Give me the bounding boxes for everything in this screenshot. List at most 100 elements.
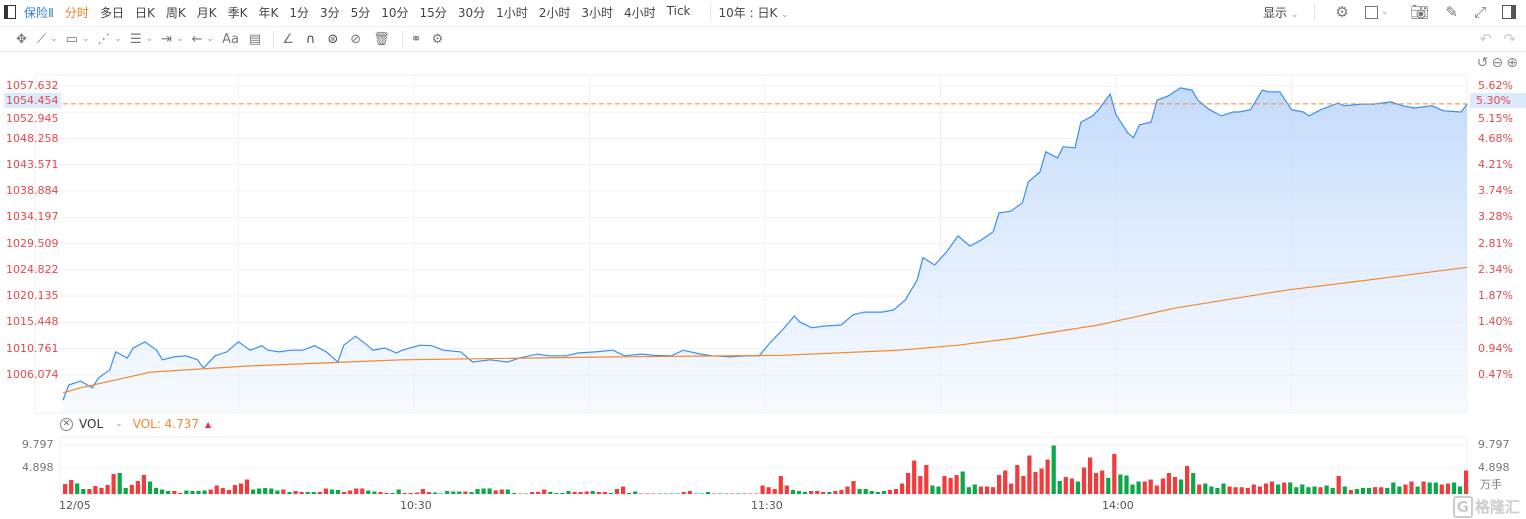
volume-bar <box>1421 481 1426 494</box>
zoom-in-icon[interactable]: ⊕ <box>1506 55 1518 71</box>
volume-bar <box>1057 481 1062 494</box>
angle-icon[interactable]: ∠ <box>282 31 294 47</box>
volume-bar <box>517 493 523 494</box>
volume-bar <box>523 493 529 494</box>
redo-button[interactable]: ↷ <box>1503 30 1516 48</box>
chevron-down-icon[interactable]: ⌄ <box>81 34 90 44</box>
period-tab[interactable]: 2小时 <box>538 5 571 20</box>
volume-bar <box>827 492 832 494</box>
divider <box>273 30 275 48</box>
settings-gear-icon[interactable]: ⚙ <box>431 31 444 47</box>
period-tab[interactable]: 季K <box>227 5 248 20</box>
pct-tick: 0.94% <box>1478 342 1513 355</box>
chevron-down-icon[interactable]: ⌄ <box>145 34 154 44</box>
period-tab[interactable]: 月K <box>196 5 217 20</box>
pattern-icon[interactable]: ⋰ <box>97 31 111 47</box>
chevron-down-icon[interactable]: ⌄ <box>115 419 123 429</box>
volume-bar <box>766 487 771 494</box>
chart-style-icon[interactable]: ⌄ <box>1364 5 1388 19</box>
measure-icon[interactable]: ⇥ <box>161 31 173 47</box>
sidebar-toggle-icon[interactable] <box>4 5 16 19</box>
indicator-name: VOL <box>79 417 104 431</box>
volume-bar <box>936 486 941 494</box>
volume-bar <box>378 492 383 494</box>
chevron-down-icon[interactable]: ⌄ <box>114 34 122 44</box>
pct-tick: 4.68% <box>1478 132 1513 145</box>
trash-icon[interactable]: 🗑︎ <box>373 31 390 47</box>
camera-icon[interactable]: 📷︎ <box>1410 3 1430 21</box>
volume-bar <box>208 489 213 494</box>
fibonacci-icon[interactable]: ☰ <box>129 31 142 47</box>
compare-icon[interactable]: ⚭ <box>410 31 422 47</box>
period-tab[interactable]: 日K <box>134 5 155 20</box>
pct-tick: 1.40% <box>1478 315 1513 328</box>
volume-bar <box>93 486 98 494</box>
zoom-out-icon[interactable]: ⊖ <box>1491 55 1504 71</box>
volume-bar <box>238 483 244 494</box>
volume-bar <box>275 490 280 494</box>
trend-line-icon[interactable]: ⟋ <box>36 31 47 47</box>
period-tab[interactable]: 1小时 <box>496 5 528 20</box>
volume-bar <box>730 493 735 494</box>
volume-bar <box>372 491 377 494</box>
period-tab[interactable]: 1分 <box>289 5 309 20</box>
display-menu[interactable]: 显示 ⌄ <box>1263 4 1306 21</box>
settings-gear-icon[interactable]: ⚙ <box>1335 3 1349 21</box>
range-select[interactable]: 10年 : 日K ⌄ <box>719 4 797 21</box>
drawing-toolbar: ✥ ⟋ ⌄ ▭ ⌄ ⋰ ⌄ ☰ ⌄ ⇥ ⌄ ← ⌄ Aa ▤ ∠ ∩ ⊜ ⊘ 🗑︎ ⚭ ⚙ … <box>0 26 1526 52</box>
volume-bar <box>1464 470 1469 494</box>
volume-bar <box>608 493 613 494</box>
volume-bar <box>614 489 620 494</box>
volume-bar <box>135 481 140 494</box>
period-tab[interactable]: Tick <box>666 3 691 18</box>
price-tick: 1020.135 <box>6 289 59 302</box>
symbol-name[interactable]: 保险Ⅱ <box>24 5 54 20</box>
period-tab[interactable]: 多日 <box>99 5 124 20</box>
hide-drawings-icon[interactable]: ⊘ <box>350 31 362 47</box>
rectangle-icon[interactable]: ▭ <box>65 31 78 47</box>
close-indicator-icon[interactable]: ✕ <box>60 417 73 431</box>
volume-bar <box>1130 484 1135 494</box>
pct-tick: 5.62% <box>1478 79 1513 92</box>
price-line <box>62 87 1468 401</box>
period-tab[interactable]: 周K <box>165 5 186 20</box>
period-tab[interactable]: 4小时 <box>624 5 656 20</box>
chevron-down-icon[interactable]: ⌄ <box>50 34 58 44</box>
volume-bar <box>293 491 298 494</box>
text-icon[interactable]: Aa <box>222 31 239 47</box>
volume-bar <box>711 493 717 494</box>
volume-bar <box>1403 484 1408 494</box>
volume-bar <box>141 475 146 494</box>
volume-bar <box>445 491 450 494</box>
magnet-icon[interactable]: ∩ <box>305 31 316 47</box>
volume-bar <box>669 493 674 494</box>
volume-bar <box>596 492 601 494</box>
arrow-icon[interactable]: ← <box>191 31 203 47</box>
panel-toggle-icon[interactable] <box>1502 5 1516 19</box>
volume-bar <box>1294 487 1299 494</box>
comment-icon[interactable]: ▤ <box>248 31 262 47</box>
period-tab[interactable]: 10分 <box>381 5 409 20</box>
pencil-icon[interactable]: ✎ <box>1445 3 1458 21</box>
period-tab[interactable]: 年K <box>258 5 279 20</box>
period-tab[interactable]: 30分 <box>457 5 486 20</box>
move-icon[interactable]: ✥ <box>16 31 27 47</box>
lock-drawings-icon[interactable]: ⊜ <box>327 31 339 47</box>
period-tab[interactable]: 分时 <box>64 5 89 20</box>
period-tab[interactable]: 5分 <box>350 5 371 20</box>
chevron-down-icon[interactable]: ⌄ <box>206 34 215 44</box>
fullscreen-icon[interactable]: ⤢ <box>1473 3 1486 21</box>
volume-bar <box>1342 486 1347 494</box>
volume-bar <box>1415 486 1420 494</box>
chevron-down-icon[interactable]: ⌄ <box>176 34 184 44</box>
volume-bar <box>220 488 225 494</box>
period-tab[interactable]: 3小时 <box>581 5 614 20</box>
period-tab[interactable]: 3分 <box>319 5 340 20</box>
period-tab[interactable]: 15分 <box>419 5 447 20</box>
volume-bar <box>1106 478 1111 494</box>
undo-button[interactable]: ↶ <box>1479 30 1492 48</box>
reset-icon[interactable]: ↺ <box>1476 55 1489 71</box>
volume-bar <box>1306 487 1311 494</box>
vol-unit: 万手 <box>1480 478 1502 491</box>
